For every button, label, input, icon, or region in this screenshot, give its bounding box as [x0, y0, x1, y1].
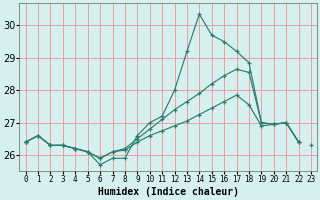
X-axis label: Humidex (Indice chaleur): Humidex (Indice chaleur) [98, 187, 239, 197]
